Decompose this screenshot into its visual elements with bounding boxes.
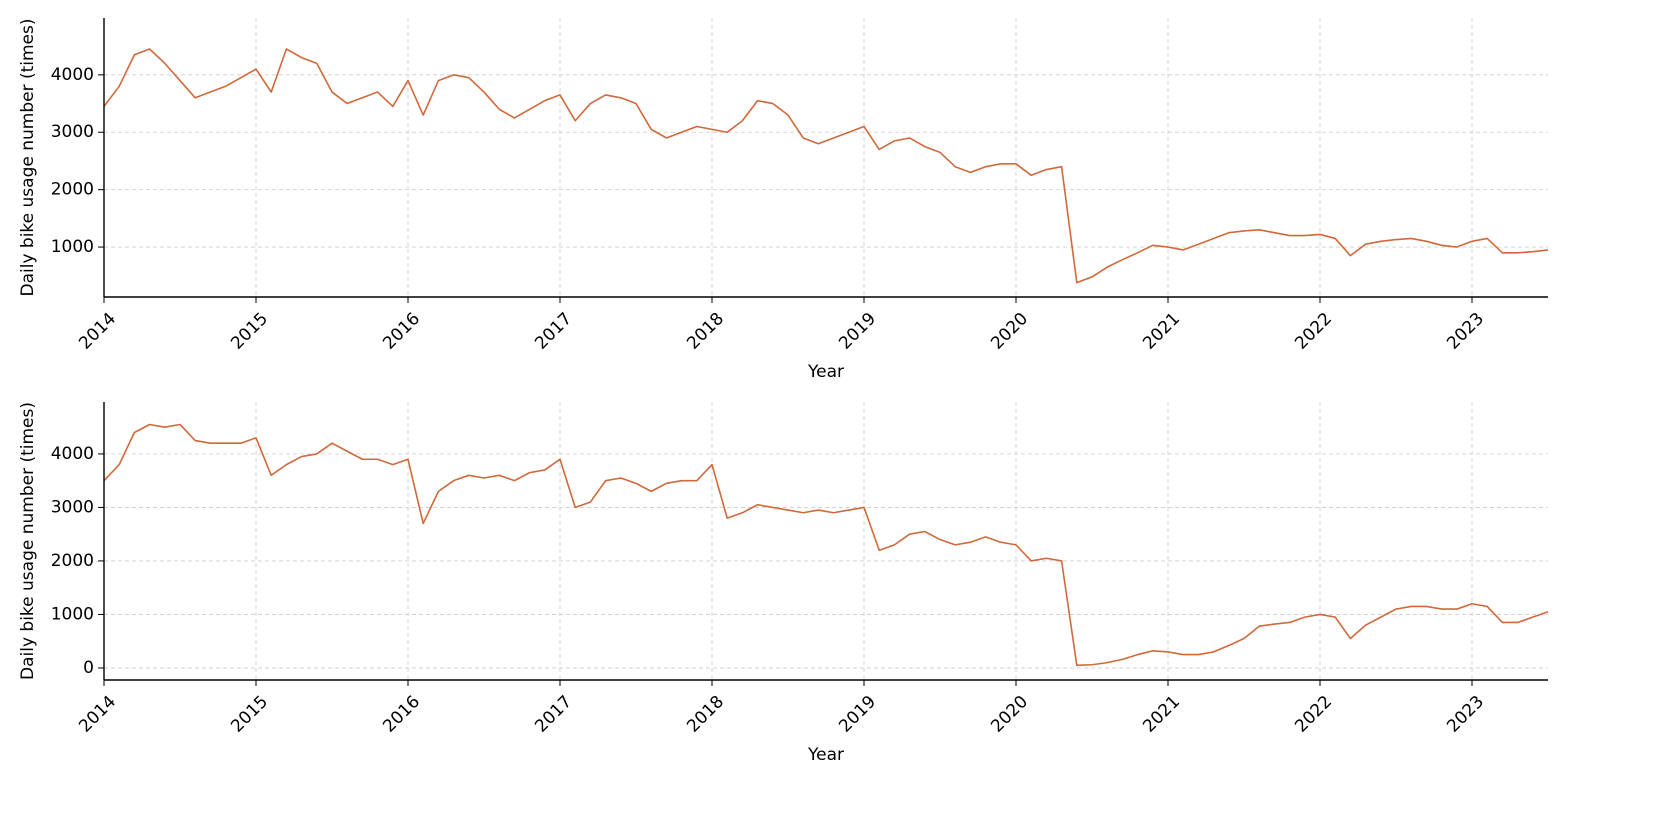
x-tick-label: 2023 [1443,309,1488,354]
y-tick-label: 4000 [51,65,94,85]
y-axis-label: Daily bike usage number (times) [18,18,38,296]
x-tick-label: 2014 [75,309,120,354]
x-tick-label: 2022 [1291,692,1336,737]
y-tick-label: 0 [83,658,94,678]
x-tick-label: 2017 [531,692,576,737]
x-tick-label: 2021 [1139,309,1184,354]
x-tick-label: 2019 [835,309,880,354]
x-tick-label: 2023 [1443,692,1488,737]
y-tick-label: 2000 [51,180,94,200]
y-tick-label: 1000 [51,604,94,624]
x-axis-label: Year [807,745,844,765]
x-tick-label: 2022 [1291,309,1336,354]
x-tick-label: 2018 [683,692,728,737]
x-tick-label: 2019 [835,692,880,737]
x-tick-label: 2017 [531,309,576,354]
subplot: 2014 2015 2016 2017 2018 2019 2020 2021 2022 2023… [18,18,1549,382]
y-tick-label: 3000 [51,122,94,142]
x-tick-label: 2020 [987,692,1032,737]
y-axis-label: Daily bike usage number (times) [18,402,38,680]
data-line [103,423,1549,667]
subplot: 2014 2015 2016 2017 2018 2019 2020 2021 2022 2023… [18,402,1549,765]
x-tick-label: 2016 [379,692,424,737]
x-tick-label: 2018 [683,309,728,354]
y-tick-label: 1000 [51,237,94,257]
x-axis-label: Year [807,362,844,382]
y-tick-label: 3000 [51,497,94,517]
y-tick-label: 2000 [51,551,94,571]
y-tick-label: 4000 [51,444,94,464]
x-tick-label: 2021 [1139,692,1184,737]
x-tick-label: 2014 [75,692,120,737]
data-line [103,48,1549,284]
x-tick-label: 2020 [987,309,1032,354]
x-tick-label: 2015 [227,692,272,737]
x-tick-label: 2016 [379,309,424,354]
x-tick-label: 2015 [227,309,272,354]
